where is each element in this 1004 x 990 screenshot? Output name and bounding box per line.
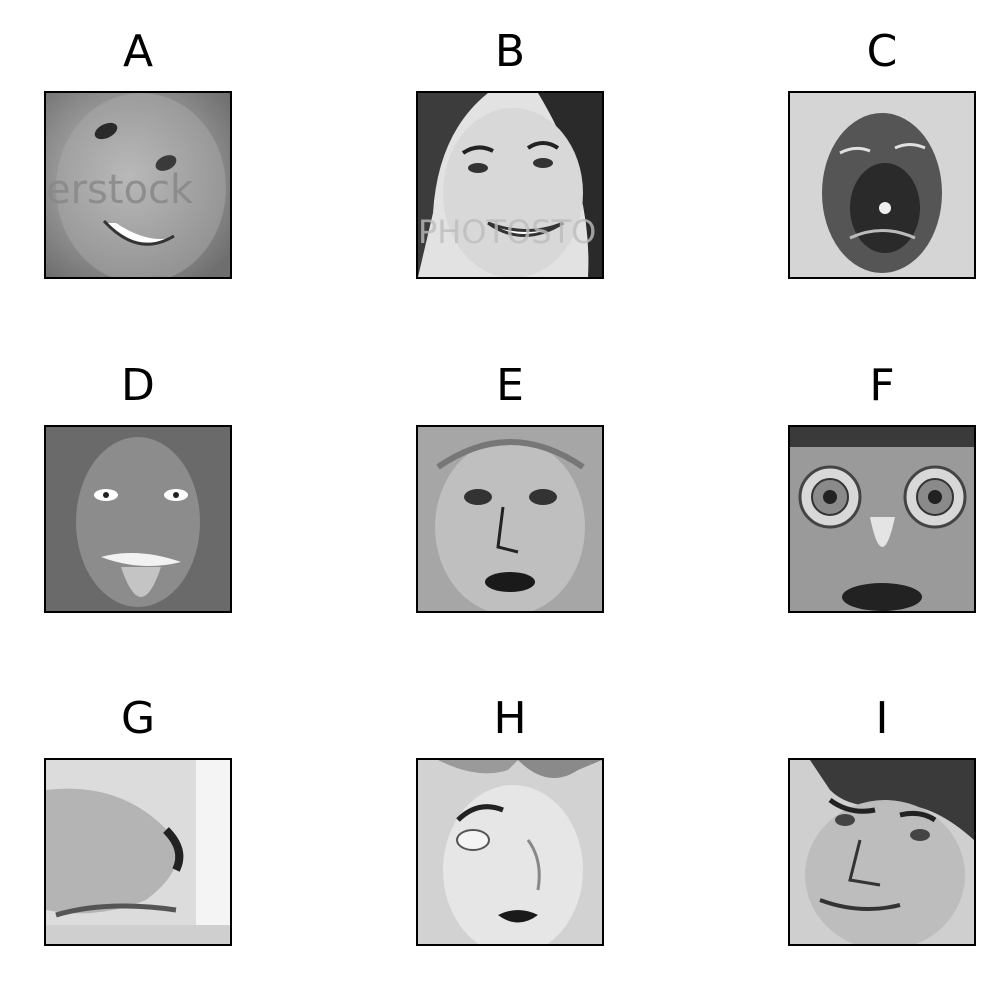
panel-label-c: C bbox=[866, 26, 898, 77]
face-photo-g bbox=[46, 760, 230, 944]
face-photo-c bbox=[790, 93, 974, 277]
panel-label-f: F bbox=[869, 360, 895, 411]
panel-image-d bbox=[44, 425, 232, 613]
face-photo-i bbox=[790, 760, 974, 944]
panel-image-e bbox=[416, 425, 604, 613]
panel-image-g bbox=[44, 758, 232, 946]
panel-label-i: I bbox=[875, 693, 889, 744]
panel-image-b: PHOTOSTO bbox=[416, 91, 604, 279]
face-photo-e bbox=[418, 427, 602, 611]
face-photo-b: PHOTOSTO bbox=[418, 93, 602, 277]
panel-image-a: erstock bbox=[44, 91, 232, 279]
face-photo-h bbox=[418, 760, 602, 944]
panel-image-h bbox=[416, 758, 604, 946]
watermark-a: erstock bbox=[46, 167, 194, 213]
panel-label-g: G bbox=[120, 693, 156, 744]
panel-image-f bbox=[788, 425, 976, 613]
panel-image-i bbox=[788, 758, 976, 946]
panel-label-h: H bbox=[493, 693, 527, 744]
panel-label-d: D bbox=[121, 360, 155, 411]
panel-label-a: A bbox=[122, 26, 154, 77]
watermark-b: PHOTOSTO bbox=[418, 213, 596, 251]
face-photo-d bbox=[46, 427, 230, 611]
face-photo-a: erstock bbox=[46, 93, 230, 277]
panel-label-b: B bbox=[494, 26, 526, 77]
face-photo-f bbox=[790, 427, 974, 611]
panel-image-c bbox=[788, 91, 976, 279]
panel-label-e: E bbox=[496, 360, 524, 411]
